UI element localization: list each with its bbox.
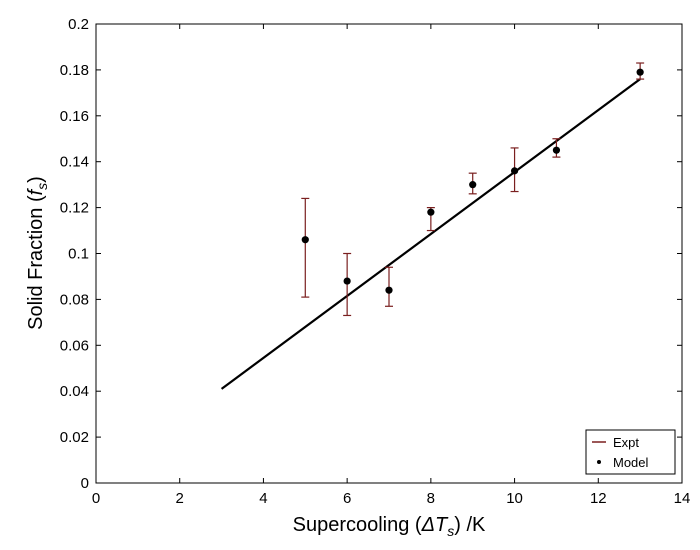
y-tick-label: 0.04 <box>60 383 89 400</box>
x-tick-label: 12 <box>590 490 607 507</box>
y-tick-label: 0.12 <box>60 200 89 217</box>
y-axis-label-subscript: s <box>34 183 50 190</box>
plot-area <box>95 23 683 484</box>
points-layer <box>301 68 644 294</box>
y-axis-label: Solid Fraction (fs) <box>25 176 50 330</box>
x-tick-label: 2 <box>176 490 184 507</box>
legend-expt-label: Expt <box>613 435 639 450</box>
y-tick-label: 0 <box>81 475 89 492</box>
data-point <box>343 277 351 285</box>
legend-model-label: Model <box>613 455 649 470</box>
x-tick-label: 6 <box>343 490 351 507</box>
data-point <box>552 146 561 154</box>
data-point <box>469 181 477 189</box>
y-tick-label: 0.14 <box>60 154 89 171</box>
x-axis-label-subscript: s <box>447 523 454 539</box>
y-tick-label: 0.18 <box>60 62 89 79</box>
x-tick-label: 4 <box>259 490 267 507</box>
x-tick-label: 8 <box>427 490 435 507</box>
y-axis-label-prefix: Solid Fraction ( <box>25 195 47 330</box>
x-tick-label: 0 <box>92 490 100 507</box>
axis-ticks <box>95 23 683 484</box>
y-tick-label: 0.02 <box>60 429 89 446</box>
y-tick-labels: 0 0.02 0.04 0.06 0.08 0.1 0.12 0.14 0.16 0.18 0.2 <box>60 16 89 492</box>
legend-model-marker <box>597 460 601 464</box>
data-point <box>510 167 519 175</box>
data-point <box>636 68 644 76</box>
y-tick-label: 0.08 <box>60 291 89 308</box>
data-point <box>301 236 309 244</box>
y-axis-label-suffix: ) <box>25 176 47 183</box>
legend-box <box>585 429 676 475</box>
y-tick-label: 0.2 <box>68 16 89 33</box>
errorbar-layer <box>301 62 645 317</box>
x-tick-labels: 0 2 4 6 8 10 12 14 <box>92 490 691 507</box>
x-tick-label: 10 <box>506 490 523 507</box>
x-axis-label-prefix: Supercooling ( <box>293 514 422 536</box>
data-point <box>427 208 435 216</box>
y-tick-label: 0.06 <box>60 337 89 354</box>
y-axis-label-symbol: f <box>25 187 47 195</box>
x-axis-label-suffix: ) /K <box>454 514 486 536</box>
data-point <box>385 286 393 294</box>
fit-line-layer <box>220 78 641 390</box>
x-tick-label: 14 <box>674 490 691 507</box>
x-axis-label: Supercooling (ΔTs) /K <box>293 514 486 539</box>
fit-line <box>220 78 641 390</box>
x-axis-label-symbol: ΔT <box>421 514 449 536</box>
legend: Expt Model <box>585 429 676 475</box>
y-tick-label: 0.1 <box>68 246 89 263</box>
y-tick-label: 0.16 <box>60 108 89 125</box>
